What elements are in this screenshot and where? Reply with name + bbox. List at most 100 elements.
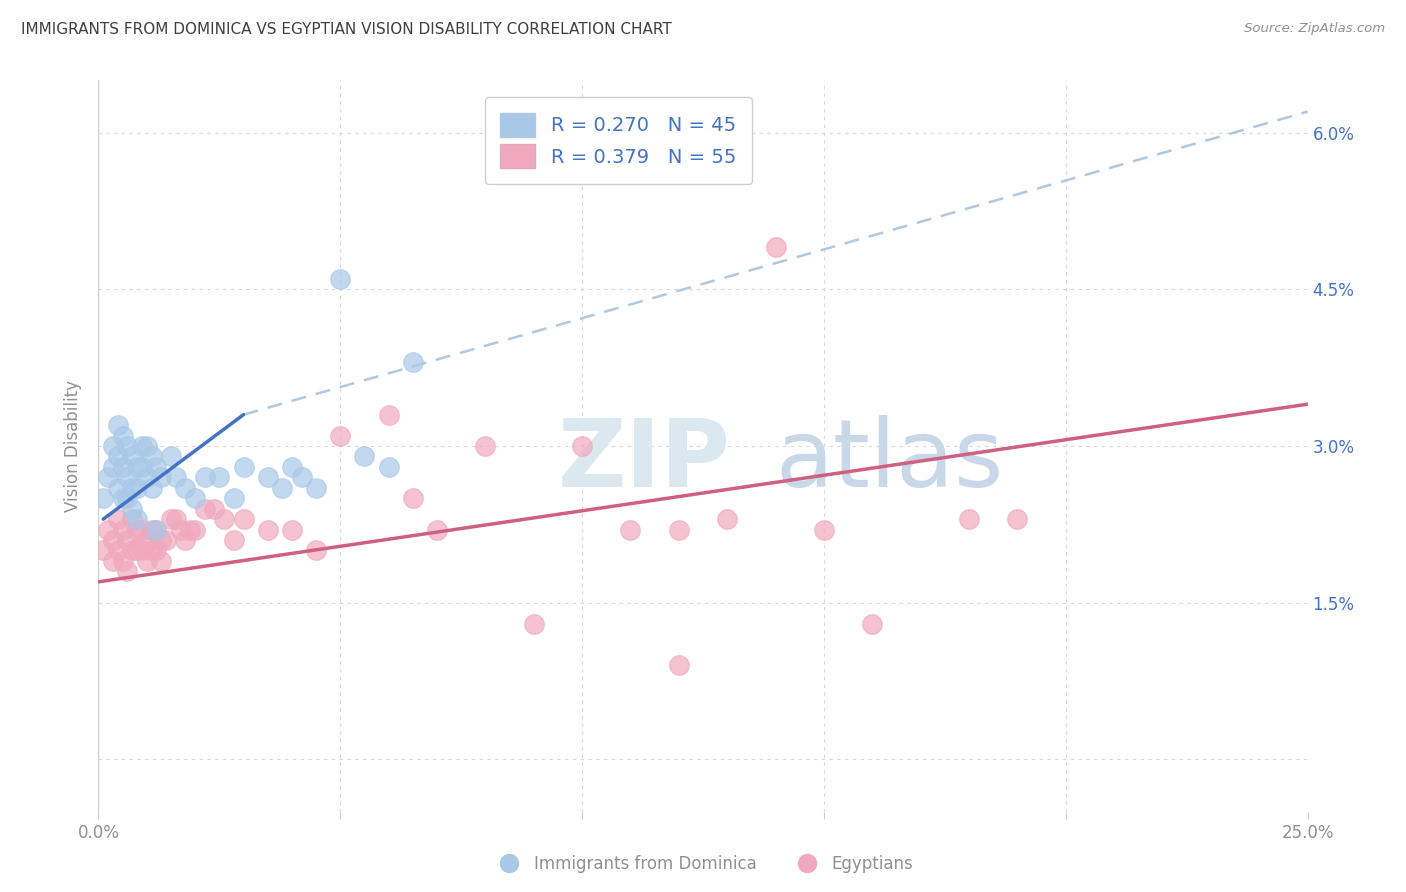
Point bbox=[111, 554, 134, 568]
Point bbox=[127, 512, 149, 526]
Point bbox=[271, 481, 294, 495]
Point bbox=[117, 470, 139, 484]
Point bbox=[184, 523, 207, 537]
Point bbox=[107, 481, 129, 495]
Text: IMMIGRANTS FROM DOMINICA VS EGYPTIAN VISION DISABILITY CORRELATION CHART: IMMIGRANTS FROM DOMINICA VS EGYPTIAN VIS… bbox=[21, 22, 672, 37]
Point bbox=[523, 616, 546, 631]
Point bbox=[232, 512, 254, 526]
Point bbox=[97, 523, 120, 537]
Point bbox=[256, 523, 278, 537]
Legend: R = 0.270   N = 45, R = 0.379   N = 55: R = 0.270 N = 45, R = 0.379 N = 55 bbox=[485, 97, 752, 184]
Point bbox=[135, 554, 157, 568]
Point bbox=[121, 501, 143, 516]
Point bbox=[111, 428, 134, 442]
Point bbox=[222, 491, 245, 506]
Point bbox=[668, 658, 690, 673]
Point bbox=[131, 523, 153, 537]
Point bbox=[111, 491, 134, 506]
Point bbox=[107, 512, 129, 526]
Point bbox=[145, 523, 167, 537]
Point bbox=[329, 272, 352, 286]
Point bbox=[121, 481, 143, 495]
Point bbox=[107, 418, 129, 433]
Text: ZIP: ZIP bbox=[558, 415, 731, 507]
Point bbox=[150, 554, 173, 568]
Point bbox=[141, 481, 163, 495]
Point bbox=[101, 439, 124, 453]
Point bbox=[329, 428, 352, 442]
Legend: Immigrants from Dominica, Egyptians: Immigrants from Dominica, Egyptians bbox=[485, 848, 921, 880]
Text: Source: ZipAtlas.com: Source: ZipAtlas.com bbox=[1244, 22, 1385, 36]
Point bbox=[127, 459, 149, 474]
Point bbox=[353, 450, 375, 464]
Point bbox=[174, 533, 197, 547]
Point bbox=[145, 523, 167, 537]
Point bbox=[194, 470, 217, 484]
Point bbox=[305, 481, 328, 495]
Point bbox=[127, 481, 149, 495]
Point bbox=[668, 523, 690, 537]
Point bbox=[127, 523, 149, 537]
Point bbox=[474, 439, 496, 453]
Point bbox=[150, 470, 173, 484]
Point bbox=[194, 501, 217, 516]
Point bbox=[101, 459, 124, 474]
Point bbox=[208, 470, 231, 484]
Point bbox=[160, 450, 183, 464]
Point bbox=[1007, 512, 1029, 526]
Point bbox=[111, 523, 134, 537]
Point bbox=[212, 512, 235, 526]
Point bbox=[117, 491, 139, 506]
Point bbox=[141, 450, 163, 464]
Point bbox=[160, 512, 183, 526]
Point bbox=[135, 470, 157, 484]
Point bbox=[155, 533, 177, 547]
Point bbox=[101, 533, 124, 547]
Point bbox=[117, 533, 139, 547]
Point bbox=[121, 450, 143, 464]
Point bbox=[145, 543, 167, 558]
Point bbox=[107, 450, 129, 464]
Point bbox=[377, 408, 399, 422]
Point bbox=[169, 523, 191, 537]
Point bbox=[117, 439, 139, 453]
Point bbox=[281, 459, 304, 474]
Point bbox=[860, 616, 883, 631]
Point bbox=[957, 512, 980, 526]
Point bbox=[121, 543, 143, 558]
Point bbox=[281, 523, 304, 537]
Point bbox=[305, 543, 328, 558]
Point bbox=[402, 355, 425, 369]
Point bbox=[141, 543, 163, 558]
Y-axis label: Vision Disability: Vision Disability bbox=[65, 380, 83, 512]
Point bbox=[402, 491, 425, 506]
Point bbox=[813, 523, 835, 537]
Point bbox=[141, 523, 163, 537]
Point bbox=[91, 491, 114, 506]
Point bbox=[111, 459, 134, 474]
Point bbox=[256, 470, 278, 484]
Point bbox=[184, 491, 207, 506]
Point bbox=[619, 523, 641, 537]
Point bbox=[204, 501, 226, 516]
Point bbox=[121, 512, 143, 526]
Point bbox=[127, 543, 149, 558]
Point bbox=[377, 459, 399, 474]
Point bbox=[426, 523, 449, 537]
Point bbox=[290, 470, 312, 484]
Point bbox=[179, 523, 201, 537]
Point bbox=[135, 533, 157, 547]
Point bbox=[716, 512, 738, 526]
Text: atlas: atlas bbox=[776, 415, 1004, 507]
Point bbox=[174, 481, 197, 495]
Point bbox=[131, 543, 153, 558]
Point bbox=[91, 543, 114, 558]
Point bbox=[145, 459, 167, 474]
Point bbox=[101, 554, 124, 568]
Point bbox=[150, 533, 173, 547]
Point bbox=[222, 533, 245, 547]
Point bbox=[165, 512, 187, 526]
Point bbox=[131, 439, 153, 453]
Point bbox=[131, 459, 153, 474]
Point bbox=[571, 439, 593, 453]
